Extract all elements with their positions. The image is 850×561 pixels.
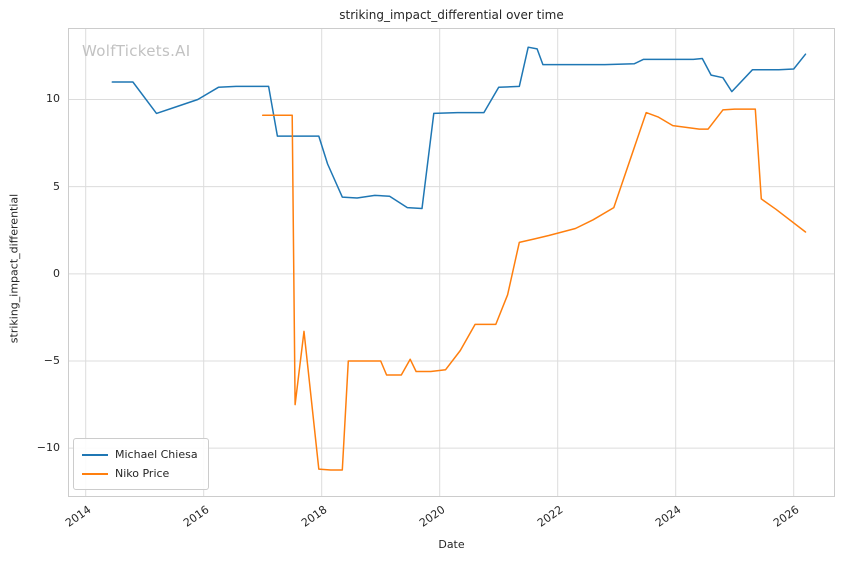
- x-tick-label: 2024: [652, 503, 684, 530]
- x-tick-label: 2020: [416, 503, 448, 530]
- y-tick-label: 10: [46, 92, 60, 106]
- legend: Michael Chiesa Niko Price: [73, 438, 209, 490]
- plot-area: [68, 28, 835, 497]
- x-tick-label: 2026: [770, 503, 802, 530]
- legend-item-niko-price: Niko Price: [82, 464, 198, 483]
- x-axis-label: Date: [438, 538, 465, 551]
- x-tick-label: 2014: [62, 503, 94, 530]
- y-tick-label: 0: [53, 266, 60, 280]
- y-tick-label: −5: [43, 354, 60, 367]
- y-tick-label: 5: [53, 179, 60, 193]
- series-line-michael-chiesa: [111, 46, 807, 210]
- watermark: WolfTickets.AI: [82, 42, 191, 60]
- x-tick-label: 2022: [534, 503, 566, 530]
- legend-label: Michael Chiesa: [115, 448, 198, 461]
- x-tick-label: 2018: [298, 503, 330, 530]
- legend-label: Niko Price: [115, 467, 170, 480]
- series-line-niko-price: [261, 108, 807, 471]
- chart-title: striking_impact_differential over time: [339, 8, 564, 22]
- legend-line-swatch: [82, 472, 108, 475]
- y-axis-label: striking_impact_differential: [7, 193, 21, 344]
- y-tick-label: −10: [36, 441, 60, 455]
- legend-line-swatch: [82, 453, 108, 456]
- legend-item-michael-chiesa: Michael Chiesa: [82, 445, 198, 464]
- x-tick-label: 2016: [180, 503, 212, 530]
- plot-border: [68, 28, 835, 497]
